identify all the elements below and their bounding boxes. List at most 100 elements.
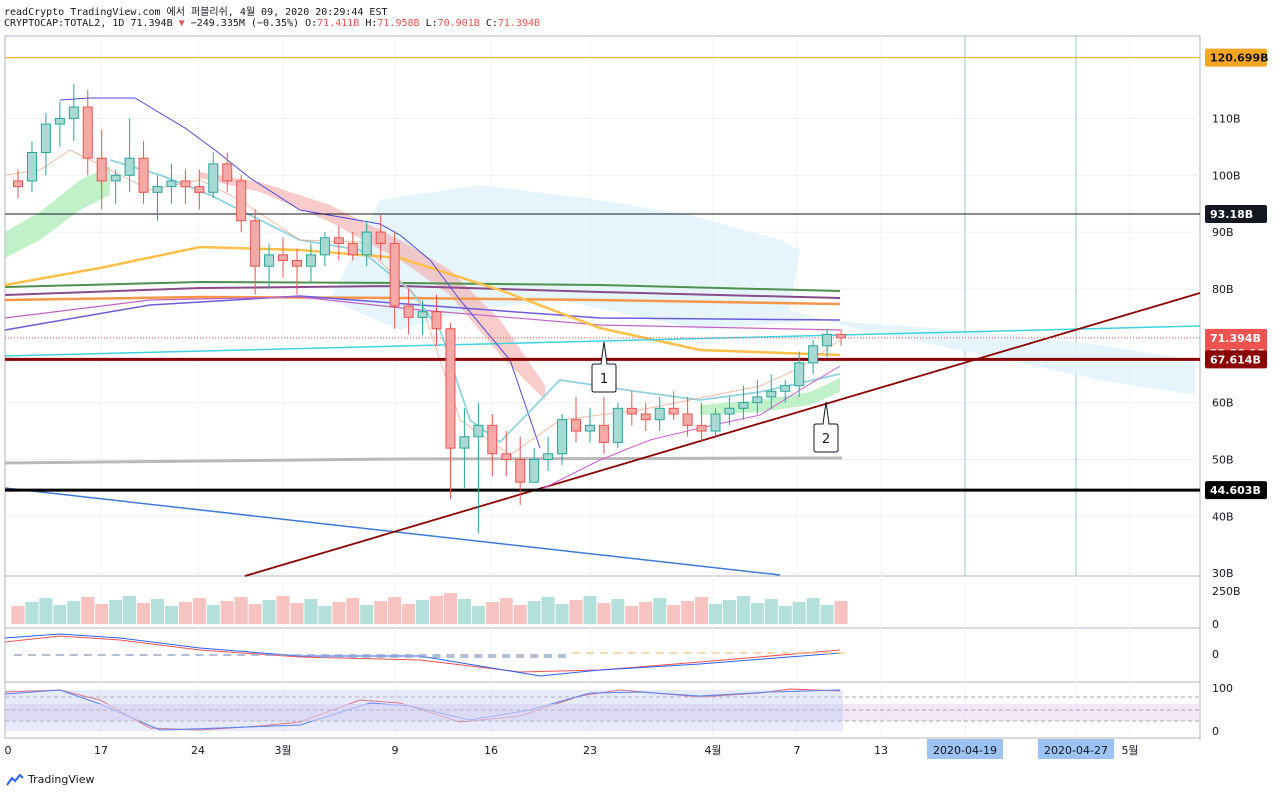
candle <box>236 175 247 233</box>
candle-body <box>13 180 23 188</box>
volume-bar <box>11 606 25 624</box>
macd-histogram-bar <box>334 654 343 658</box>
candle <box>473 402 484 534</box>
price-badge: 120.699B <box>1205 48 1269 67</box>
price-badge-bg <box>1205 48 1267 67</box>
candle-body <box>780 385 791 392</box>
volume-bar <box>262 600 276 624</box>
volume-bar <box>778 606 792 624</box>
low-value: 70.901B <box>437 18 480 29</box>
x-tick: 2020-04-27 <box>1038 739 1114 759</box>
x-tick: 23 <box>583 744 597 757</box>
x-tick-label: 24 <box>191 744 205 757</box>
candle <box>529 448 540 483</box>
candle <box>347 232 358 261</box>
candle <box>668 391 679 420</box>
macd-histogram-bar <box>390 654 399 658</box>
price-badge-label: 93.18B <box>1210 208 1253 221</box>
close-label: C: <box>485 18 498 29</box>
volume-bar <box>95 604 109 624</box>
sub-axis-label: 0 <box>1212 725 1219 738</box>
volume-bar <box>81 597 95 624</box>
macd-histogram-bar <box>167 654 176 656</box>
callout-bubble <box>591 341 617 393</box>
macd-histogram-bar <box>69 654 78 656</box>
macd-histogram-bar <box>223 654 232 656</box>
annotation-1: 1 <box>591 341 617 393</box>
candle <box>40 112 51 176</box>
volume-bar <box>471 606 485 624</box>
candle <box>543 436 554 471</box>
candle-body <box>654 407 665 421</box>
candle <box>54 101 65 147</box>
candle-body <box>626 407 637 415</box>
volume-bar <box>834 601 848 624</box>
macd-histogram-bar <box>209 654 218 656</box>
candle <box>222 152 233 193</box>
candle <box>766 374 777 409</box>
macd-histogram-bar <box>767 652 776 654</box>
candle <box>110 169 121 204</box>
candle-body <box>668 407 679 415</box>
candle <box>808 340 819 375</box>
macd-histogram-bar <box>753 652 762 654</box>
volume-bar <box>541 597 555 624</box>
y-tick-label: 80B <box>1212 283 1234 296</box>
callout-bubble <box>813 401 839 453</box>
macd-histogram-bar <box>781 652 790 654</box>
candles <box>13 84 847 534</box>
candle <box>180 169 191 204</box>
volume-bar <box>402 604 416 624</box>
low-label: L: <box>425 18 438 29</box>
candle <box>82 90 93 176</box>
volume-bar <box>750 603 764 624</box>
macd-histogram-bar <box>362 654 371 658</box>
x-tick: 0 <box>5 744 12 757</box>
x-tick: 13 <box>874 744 888 757</box>
volume-bar <box>457 599 471 624</box>
candle-body <box>347 242 358 256</box>
candle-body <box>152 186 163 193</box>
x-tick-label: 4월 <box>704 744 721 757</box>
candle-body <box>431 311 442 330</box>
macd-histogram-bar <box>572 652 580 654</box>
candle <box>626 391 637 426</box>
ma-yellow <box>4 245 841 357</box>
price-badge: 71.394B <box>1205 328 1267 347</box>
x-tick-label: 2020-04-27 <box>1044 744 1108 757</box>
candle <box>250 209 261 295</box>
volume-bar <box>792 602 806 624</box>
macd-histogram-bar <box>97 654 106 656</box>
ma-donchian <box>59 97 541 449</box>
macd-histogram-bar <box>599 652 608 654</box>
candle <box>319 232 330 267</box>
green-ribbon-right <box>700 378 840 415</box>
candle-body <box>515 458 526 483</box>
macd-histogram-bar <box>306 654 315 656</box>
macd-histogram-bar <box>55 654 64 656</box>
macd-histogram-bar <box>488 654 497 658</box>
candle-body <box>459 436 470 449</box>
volume-bar <box>318 606 332 624</box>
candle <box>598 396 609 454</box>
macd-histogram-bar <box>265 654 274 656</box>
macd-histogram-bar <box>585 652 594 654</box>
candle <box>445 323 456 500</box>
x-tick-highlight <box>927 739 1003 759</box>
macd-histogram-bar <box>279 654 288 656</box>
macd-histogram-bar <box>641 652 650 654</box>
candle-body <box>529 458 540 483</box>
candle <box>68 84 79 142</box>
lower-panes <box>5 593 1200 731</box>
macd-histogram-bar <box>181 654 190 656</box>
candle-body <box>319 237 330 256</box>
trend-cyan <box>4 325 1201 357</box>
macd-histogram-bar <box>139 654 148 656</box>
candle <box>361 220 372 267</box>
candle-body <box>640 413 651 421</box>
candle-body <box>82 106 93 159</box>
candle <box>96 129 107 210</box>
macd-histogram-bar <box>530 654 539 658</box>
macd-histogram-bar <box>795 652 804 654</box>
